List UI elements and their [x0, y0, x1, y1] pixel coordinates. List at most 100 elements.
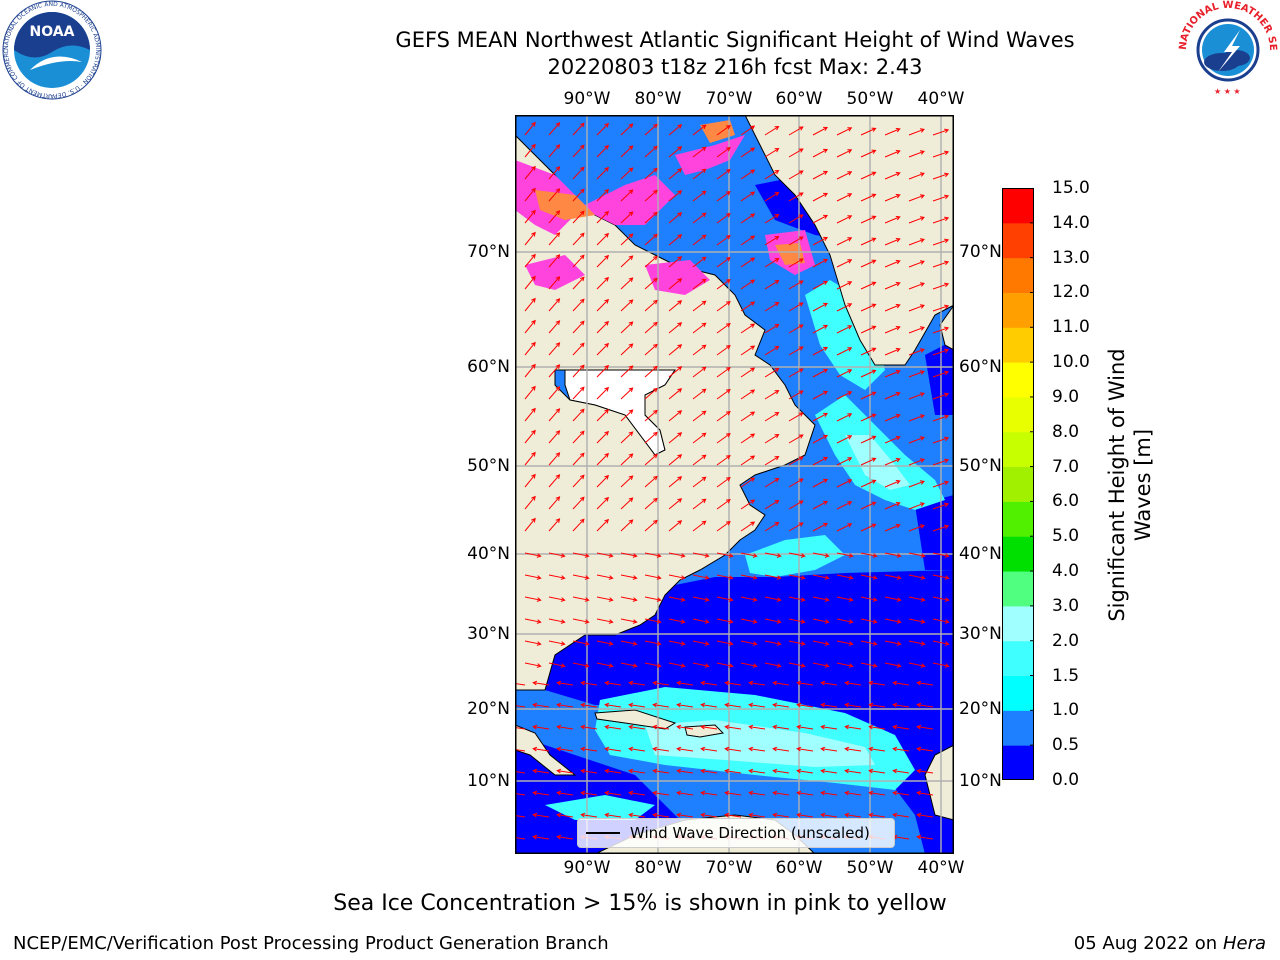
wave-direction-arrow: [844, 812, 862, 818]
wave-direction-arrow: [932, 618, 950, 624]
colorbar-bin: [1002, 571, 1034, 607]
wave-direction-arrow: [764, 499, 780, 510]
wave-direction-arrow: [668, 278, 683, 290]
wave-direction-arrow: [788, 302, 804, 312]
wave-direction-arrow: [812, 640, 830, 646]
wave-direction-arrow: [532, 812, 550, 818]
colorbar-bin: [1002, 536, 1034, 572]
wave-direction-arrow: [740, 477, 756, 488]
lon-label-top-70w: 70°W: [705, 89, 753, 109]
wave-direction-arrow: [740, 662, 758, 668]
colorbar-tick-label: 1.5: [1052, 665, 1080, 686]
wave-direction-arrow: [724, 812, 742, 818]
wave-direction-arrow: [515, 814, 526, 818]
wave-direction-arrow: [764, 455, 780, 466]
wave-direction-arrow: [596, 386, 610, 400]
wave-direction-arrow: [532, 680, 550, 686]
wave-direction-arrow: [764, 477, 780, 488]
wave-direction-arrow: [844, 680, 862, 686]
wave-direction-arrow: [692, 212, 707, 224]
wave-direction-arrow: [692, 278, 707, 290]
wave-direction-arrow: [580, 812, 598, 818]
wave-direction-arrow: [644, 640, 662, 646]
wave-direction-arrow: [652, 812, 670, 818]
wave-direction-arrow: [556, 702, 574, 708]
wave-direction-arrow: [668, 388, 683, 400]
wave-direction-arrow: [524, 596, 542, 602]
wave-direction-arrow: [860, 501, 877, 510]
wave-direction-arrow: [524, 662, 542, 668]
wave-direction-arrow: [908, 392, 925, 400]
wave-direction-arrow: [860, 596, 878, 602]
colorbar-tick-label: 14.0: [1052, 212, 1090, 233]
wave-direction-arrow: [692, 168, 707, 180]
wave-direction-arrow: [836, 347, 853, 356]
wave-direction-arrow: [908, 480, 925, 488]
wave-direction-arrow: [932, 282, 950, 290]
wave-direction-arrow: [820, 724, 838, 730]
wave-direction-arrow: [668, 454, 683, 466]
wave-direction-arrow: [596, 320, 610, 334]
wave-direction-arrow: [524, 574, 542, 580]
wave-direction-arrow: [580, 790, 598, 796]
wave-direction-arrow: [916, 790, 934, 796]
wave-direction-arrow: [788, 214, 804, 224]
wave-direction-arrow: [892, 702, 910, 708]
wave-direction-arrow: [668, 300, 683, 312]
wave-direction-arrow: [844, 724, 862, 730]
wave-direction-arrow: [572, 408, 585, 422]
wave-direction-arrow: [524, 165, 536, 180]
wave-direction-arrow: [716, 618, 734, 624]
wave-direction-arrow: [524, 275, 536, 290]
wave-direction-arrow: [764, 411, 780, 422]
wave-direction-arrow: [548, 188, 561, 202]
wave-direction-arrow: [524, 640, 542, 646]
wave-direction-arrow: [572, 640, 590, 646]
wave-direction-arrow: [572, 518, 585, 532]
wave-direction-arrow: [524, 363, 536, 378]
colorbar-bin: [1002, 292, 1034, 328]
wave-direction-arrow: [740, 521, 756, 532]
wave-direction-arrow: [812, 618, 830, 624]
wave-direction-arrow: [788, 618, 806, 624]
wave-direction-arrow: [740, 213, 756, 224]
wave-direction-arrow: [772, 812, 790, 818]
wave-direction-arrow: [764, 169, 780, 180]
wave-direction-arrow: [524, 407, 536, 422]
colorbar-tick-label: 7.0: [1052, 456, 1080, 477]
wave-direction-arrow: [596, 474, 610, 488]
wave-direction-arrow: [620, 618, 638, 624]
wave-direction-arrow: [668, 212, 683, 224]
wave-direction-arrow: [820, 812, 838, 818]
wave-direction-arrow: [668, 498, 683, 510]
wave-direction-arrow: [548, 452, 561, 466]
wave-direction-arrow: [908, 304, 925, 312]
wave-direction-arrow: [548, 144, 561, 158]
wave-direction-arrow: [860, 303, 877, 312]
wave-direction-arrow: [932, 392, 950, 400]
wave-direction-arrow: [716, 455, 731, 466]
wave-direction-arrow: [692, 410, 707, 422]
wave-direction-arrow: [764, 389, 780, 400]
wave-direction-arrow: [524, 187, 536, 202]
wave-direction-arrow: [692, 596, 710, 602]
wave-direction-arrow: [884, 640, 902, 646]
wave-direction-arrow: [916, 812, 934, 818]
wave-direction-arrow: [820, 746, 838, 752]
wave-direction-arrow: [644, 552, 662, 558]
wave-direction-arrow: [764, 301, 780, 312]
wave-direction-arrow: [860, 347, 877, 356]
wave-direction-arrow: [716, 411, 731, 422]
colorbar-tick-label: 0.5: [1052, 735, 1080, 756]
wave-direction-arrow: [668, 344, 683, 356]
sea-ice-note: Sea Ice Concentration > 15% is shown in …: [333, 891, 947, 916]
wave-direction-arrow: [860, 281, 877, 290]
wave-direction-arrow: [524, 231, 536, 246]
wave-direction-arrow: [548, 552, 566, 558]
wave-direction-arrow: [596, 276, 610, 290]
wave-direction-arrow: [892, 790, 910, 796]
wave-direction-arrow: [596, 298, 610, 312]
wave-direction-arrow: [812, 522, 829, 532]
wave-direction-arrow: [908, 436, 925, 444]
wave-direction-arrow: [884, 259, 901, 268]
